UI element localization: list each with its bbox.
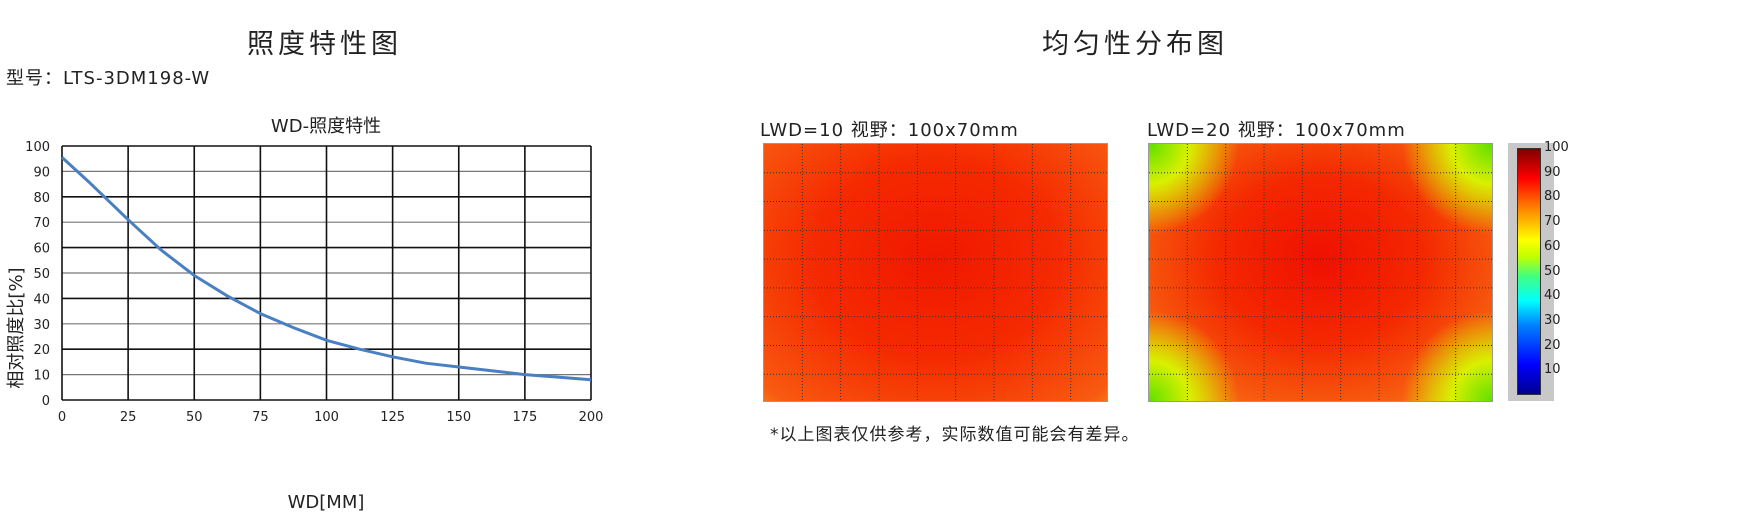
colorbar-tick-label: 60: [1544, 238, 1561, 254]
colorbar-tick-label: 10: [1544, 362, 1561, 378]
model-label: 型号：LTS-3DM198-W: [6, 68, 211, 89]
series-line: [60, 156, 592, 382]
x-tick-label: 100: [314, 410, 339, 425]
right-title: 均匀性分布图: [1042, 29, 1228, 60]
left-title: 照度特性图: [247, 29, 402, 60]
chart-title: WD-照度特性: [271, 116, 381, 137]
x-tick-label: 200: [579, 410, 604, 425]
y-tick-label: 0: [42, 394, 50, 409]
x-tick-label: 0: [58, 410, 66, 425]
heatmap-2-label: LWD=20 视野：100x70mm: [1147, 120, 1406, 141]
colorbar-tick-label: 30: [1544, 312, 1561, 328]
colorbar: [1517, 148, 1541, 395]
y-tick-label: 10: [33, 369, 50, 384]
disclaimer-note: *以上图表仅供参考，实际数值可能会有差异。: [770, 425, 1140, 445]
x-tick-label: 175: [512, 410, 537, 425]
colorbar-tick-label: 20: [1544, 337, 1561, 353]
colorbar-tick-label: 70: [1544, 214, 1561, 230]
x-tick-label: 125: [380, 410, 405, 425]
colorbar-tick-label: 40: [1544, 288, 1561, 304]
y-tick-label: 70: [33, 216, 50, 231]
y-tick-label: 20: [33, 343, 50, 358]
uniformity-heatmap-lwd20: [1148, 143, 1493, 402]
y-tick-label: 80: [33, 191, 50, 206]
colorbar-tick-label: 90: [1544, 164, 1561, 180]
uniformity-heatmap-lwd10: [763, 143, 1108, 402]
x-axis-label: WD[MM]: [288, 492, 365, 513]
x-tick-label: 50: [186, 410, 203, 425]
y-axis-label: 相对照度比[%]: [6, 267, 27, 388]
y-tick-label: 30: [33, 318, 50, 333]
colorbar-tick-label: 50: [1544, 263, 1561, 279]
y-tick-label: 40: [33, 292, 50, 307]
y-tick-label: 60: [33, 242, 50, 257]
x-tick-label: 75: [252, 410, 269, 425]
colorbar-tick-label: 100: [1544, 140, 1569, 155]
x-tick-label: 25: [120, 410, 137, 425]
heatmap-1-label: LWD=10 视野：100x70mm: [760, 120, 1019, 141]
colorbar-tick-label: 80: [1544, 189, 1561, 205]
y-tick-label: 100: [25, 140, 50, 155]
y-tick-label: 50: [33, 267, 50, 282]
y-tick-label: 90: [33, 165, 50, 180]
x-tick-label: 150: [446, 410, 471, 425]
illuminance-chart: WD-照度特性 0 10 20 30 40 50 60 70 80 90 100 0 25 50 75 100…: [6, 116, 604, 513]
